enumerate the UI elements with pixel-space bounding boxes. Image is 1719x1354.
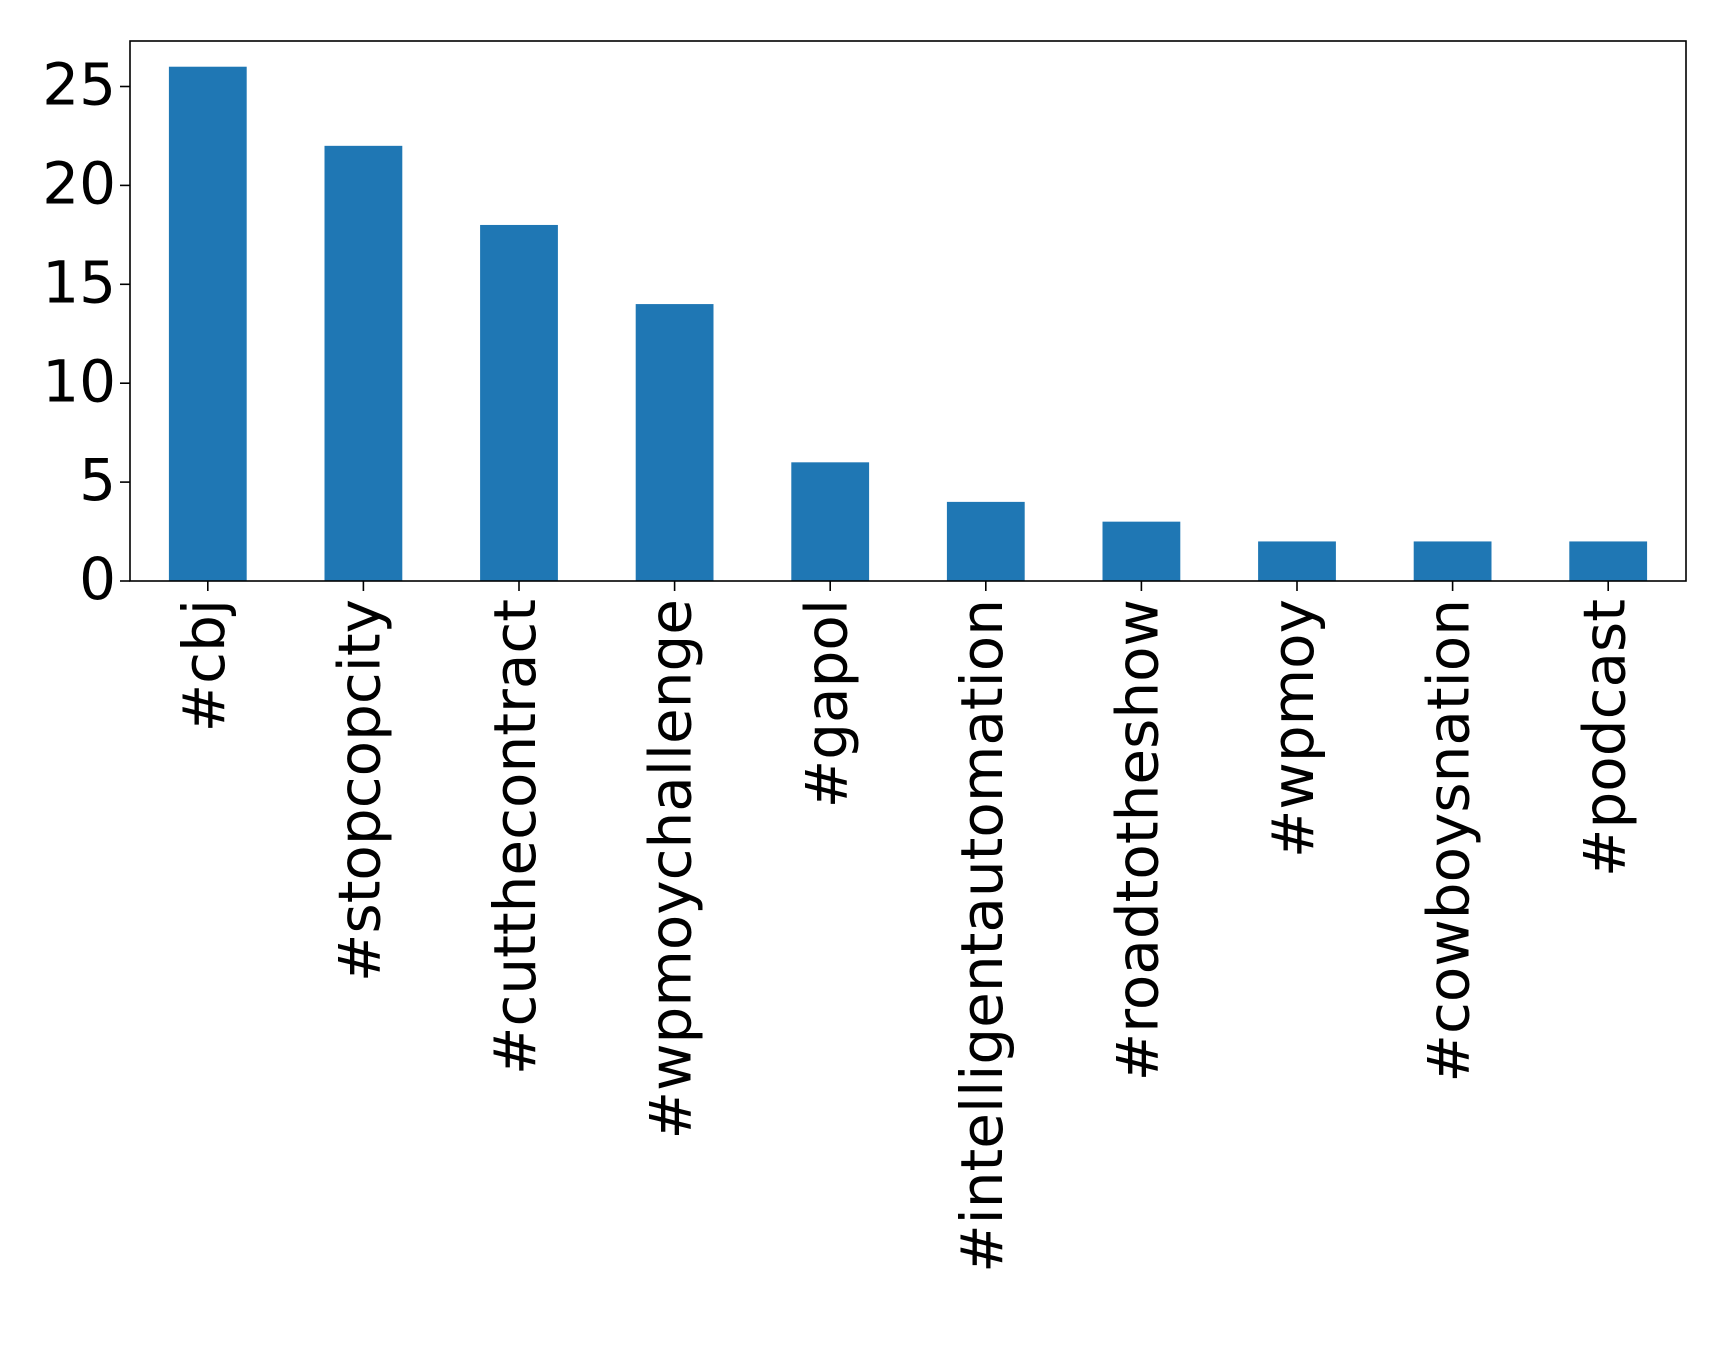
x-tick-label: #cutthecontract bbox=[481, 599, 549, 1075]
y-tick-label: 20 bbox=[42, 150, 116, 218]
y-axis: 0 5 10 15 20 25 bbox=[42, 51, 130, 613]
bar bbox=[1569, 541, 1648, 581]
bar bbox=[635, 304, 714, 581]
x-tick-label: #gapol bbox=[792, 599, 860, 808]
y-tick-label: 0 bbox=[79, 545, 116, 613]
x-tick-label: #wpmoy bbox=[1259, 599, 1327, 858]
bar bbox=[480, 224, 558, 581]
y-tick-label: 25 bbox=[42, 51, 116, 119]
plot-frame bbox=[129, 40, 1687, 582]
bar bbox=[1258, 541, 1336, 581]
x-tick-label: #podcast bbox=[1570, 599, 1638, 877]
bar bbox=[324, 145, 403, 582]
x-tick-label: #stopcopcity bbox=[326, 599, 394, 982]
y-tick-label: 15 bbox=[42, 248, 116, 316]
bar bbox=[168, 66, 247, 581]
y-tick-label: 5 bbox=[79, 446, 116, 514]
x-tick-label: #wpmoychallenge bbox=[637, 599, 705, 1140]
x-tick-label: #roadtotheshow bbox=[1104, 599, 1172, 1081]
x-tick-label: #cbj bbox=[170, 599, 238, 732]
bar bbox=[791, 462, 870, 581]
x-tick-label: #cowboysnation bbox=[1415, 599, 1483, 1083]
x-axis: #cbj #stopcopcity #cutthecontract #wpmoycha… bbox=[170, 581, 1638, 1273]
x-tick-label: #intelligentautomation bbox=[948, 599, 1016, 1273]
bar bbox=[946, 501, 1025, 581]
bar bbox=[1102, 521, 1181, 581]
y-tick-label: 10 bbox=[42, 347, 116, 415]
bars-layer bbox=[168, 66, 1648, 582]
bar bbox=[1413, 541, 1492, 581]
